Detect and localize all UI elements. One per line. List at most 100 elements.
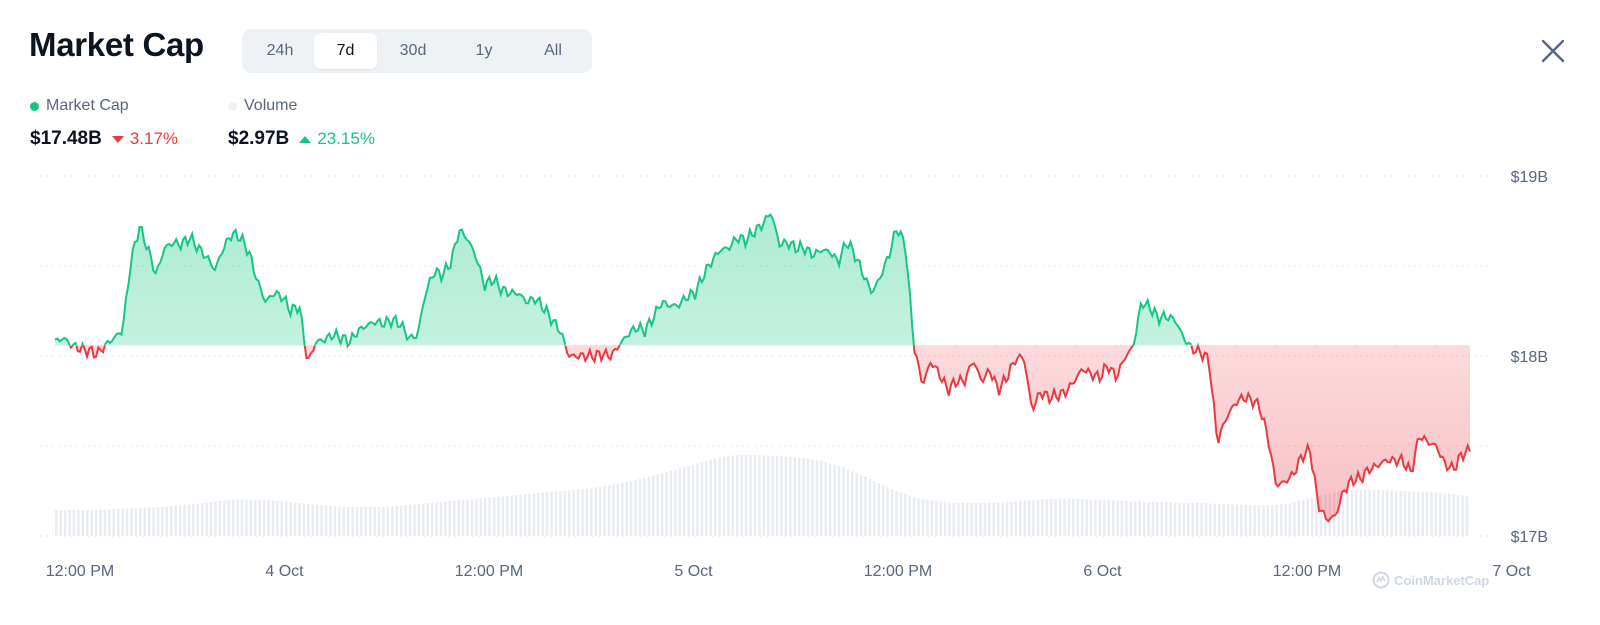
volume-bar bbox=[1439, 493, 1442, 536]
volume-bar bbox=[1421, 491, 1424, 536]
volume-bar bbox=[1302, 500, 1305, 536]
volume-bar bbox=[1133, 501, 1137, 536]
volume-bar bbox=[284, 501, 288, 536]
close-icon[interactable] bbox=[1540, 38, 1566, 64]
volume-bar bbox=[1394, 490, 1398, 536]
volume-bar bbox=[382, 506, 385, 536]
volume-bar bbox=[877, 483, 881, 536]
volume-bar bbox=[1089, 499, 1093, 536]
volume-bar bbox=[926, 499, 929, 536]
volume-bar bbox=[669, 470, 673, 536]
volume-bar bbox=[912, 497, 916, 536]
volume-bar bbox=[722, 457, 726, 536]
volume-bar bbox=[607, 485, 611, 536]
volume-bar bbox=[413, 504, 416, 536]
page-title: Market Cap bbox=[29, 26, 204, 63]
volume-bar bbox=[590, 488, 593, 536]
volume-bar bbox=[656, 474, 659, 536]
tab-30d[interactable]: 30d bbox=[399, 42, 427, 59]
volume-bar bbox=[1173, 502, 1177, 536]
x-tick-label: 5 Oct bbox=[674, 563, 713, 580]
volume-bar bbox=[125, 508, 129, 536]
volume-bar bbox=[324, 505, 328, 536]
volume-bar bbox=[621, 482, 624, 536]
timeframe-tabs: 24h 7d 30d 1y All bbox=[242, 29, 592, 73]
volume-bar bbox=[908, 495, 911, 536]
volume-bar bbox=[850, 471, 854, 536]
volume-bar bbox=[236, 499, 239, 537]
tab-24h[interactable]: 24h bbox=[266, 42, 294, 59]
tab-7d[interactable]: 7d bbox=[314, 33, 377, 69]
legend-market-cap[interactable]: Market Cap bbox=[30, 97, 129, 115]
market-cap-dot-icon bbox=[30, 101, 39, 111]
volume-bar bbox=[952, 502, 956, 536]
volume-bar bbox=[890, 489, 894, 536]
volume-bar bbox=[103, 509, 107, 536]
volume-bar bbox=[1235, 504, 1239, 536]
volume-bar bbox=[886, 487, 889, 536]
volume-bar bbox=[1187, 502, 1190, 536]
volume-bar bbox=[682, 467, 686, 536]
legend-volume[interactable]: Volume bbox=[228, 97, 297, 115]
volume-bar bbox=[466, 499, 469, 536]
y-tick-label: $17B bbox=[1511, 529, 1548, 546]
volume-bar bbox=[289, 502, 292, 536]
volume-bar bbox=[205, 502, 208, 536]
volume-bar bbox=[1218, 503, 1221, 536]
volume-bar bbox=[174, 505, 177, 536]
volume-bar bbox=[280, 501, 284, 536]
y-tick-label: $19B bbox=[1511, 169, 1548, 186]
volume-bar bbox=[1346, 490, 1349, 536]
volume-bar bbox=[116, 508, 120, 536]
volume-bar bbox=[231, 499, 235, 536]
tab-1y[interactable]: 1y bbox=[475, 42, 493, 59]
volume-bar bbox=[130, 508, 133, 536]
volume-bar bbox=[1191, 502, 1194, 536]
volume-bar bbox=[567, 490, 571, 536]
volume-bar bbox=[705, 461, 708, 536]
volume-bar bbox=[1058, 498, 1062, 536]
tab-all[interactable]: All bbox=[544, 42, 562, 59]
volume-bar bbox=[134, 508, 138, 536]
volume-bar bbox=[1425, 492, 1429, 536]
volume-bar bbox=[537, 493, 540, 536]
volume-bar bbox=[625, 481, 628, 536]
volume-bar bbox=[576, 489, 580, 536]
volume-bar bbox=[1416, 491, 1420, 536]
volume-bar bbox=[1023, 500, 1026, 536]
volume-bar bbox=[457, 500, 460, 536]
volume-bar bbox=[1085, 499, 1088, 536]
volume-bar bbox=[307, 503, 310, 536]
volume-bar bbox=[183, 504, 186, 536]
volume-bar bbox=[1271, 505, 1274, 536]
volume-bar bbox=[395, 505, 399, 536]
volume-bar bbox=[108, 509, 111, 536]
volume-bar bbox=[842, 467, 845, 536]
watermark: CoinMarketCap bbox=[1372, 571, 1489, 589]
volume-bar bbox=[329, 505, 332, 536]
volume-bar bbox=[59, 510, 62, 536]
volume-bar bbox=[417, 503, 421, 536]
volume-bar bbox=[55, 510, 58, 536]
volume-bar bbox=[1125, 501, 1128, 536]
volume-bar bbox=[1350, 490, 1354, 536]
volume-bar bbox=[1182, 502, 1186, 536]
volume-bar bbox=[501, 496, 505, 536]
volume-bar bbox=[470, 499, 474, 536]
volume-bar bbox=[510, 495, 514, 536]
volume-bar bbox=[789, 456, 792, 536]
volume-bar bbox=[974, 502, 978, 536]
volume-bar bbox=[408, 504, 412, 536]
volume-bar bbox=[267, 500, 270, 536]
volume-bar bbox=[930, 500, 934, 536]
volume-bar bbox=[276, 501, 279, 536]
volume-bar bbox=[196, 503, 200, 536]
x-tick-label: 6 Oct bbox=[1083, 563, 1122, 580]
volume-bar bbox=[1142, 501, 1146, 536]
volume-bar bbox=[1456, 495, 1460, 536]
volume-bar bbox=[170, 506, 173, 536]
volume-bar bbox=[1032, 500, 1035, 536]
volume-bar bbox=[1359, 489, 1363, 536]
volume-bar bbox=[820, 461, 823, 536]
